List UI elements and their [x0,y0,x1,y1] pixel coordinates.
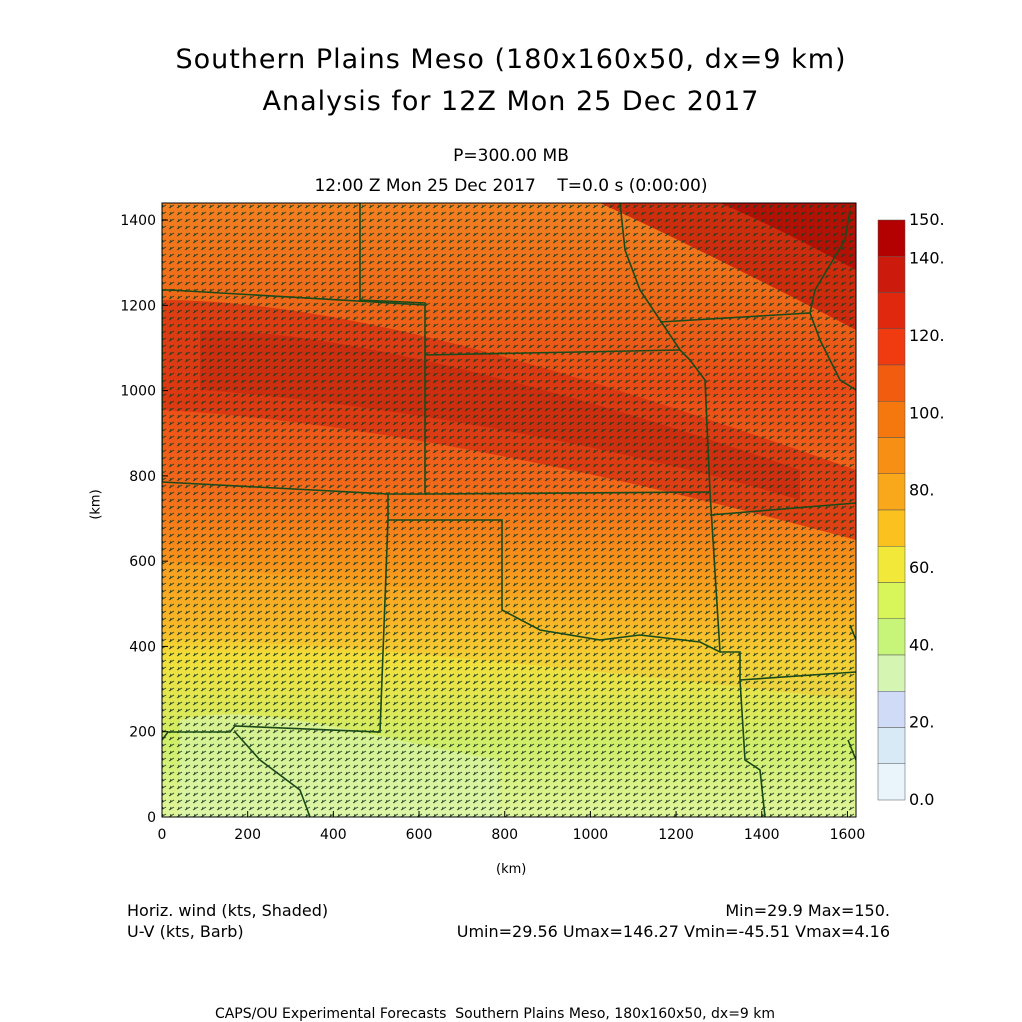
state-boundaries [162,203,856,817]
legend-stats-1: Min=29.9 Max=150. [725,901,890,920]
legend-stats-2: Umin=29.56 Umax=146.27 Vmin=-45.51 Vmax=… [456,922,890,941]
y-tick-label: 1200 [120,298,156,314]
x-tick-label: 1400 [744,827,780,843]
title-line-1: Southern Plains Meso (180x160x50, dx=9 k… [175,44,847,75]
y-tick-label: 0 [147,810,156,826]
x-axis-label: (km) [496,862,527,877]
x-tick-label: 0 [158,827,167,843]
y-tick-label: 400 [129,639,156,655]
x-tick-label: 600 [406,827,433,843]
colorbar-swatch [877,437,906,474]
colorbar-label: 140. [909,249,945,268]
y-tick-label: 1000 [120,384,156,400]
colorbar-label: 0.0 [909,790,934,809]
plot-frame [161,202,857,818]
colorbar: 150. 140. 120. 100. 80. 60. 40. 20. 0.0 [877,210,945,809]
colorbar-label: 80. [909,481,934,500]
colorbar-label: 100. [909,403,945,422]
colorbar-swatch [877,256,906,293]
plot-area [162,203,856,817]
colorbar-swatch [877,582,906,619]
colorbar-label: 120. [909,326,945,345]
colorbar-swatch [877,654,906,692]
colorbar-swatch [877,546,906,583]
colorbar-label: 60. [909,558,934,577]
footer-credit: CAPS/OU Experimental Forecasts Southern … [214,1006,776,1022]
colorbar-swatch [877,401,906,438]
y-tick-label: 200 [129,725,156,741]
y-axis-label: (km) [88,489,104,520]
legend-field-2: U-V (kts, Barb) [127,922,244,941]
colorbar-label: 150. [909,210,945,229]
colorbar-swatch [877,364,906,402]
colorbar-swatch [877,473,906,511]
x-tick-label: 200 [234,827,261,843]
colorbar-swatch [877,691,906,728]
y-tick-label: 800 [129,469,156,485]
colorbar-swatch [877,292,906,329]
x-tick-label: 1200 [658,827,694,843]
colorbar-swatch [877,328,906,366]
colorbar-swatch [877,763,906,801]
title-line-2: Analysis for 12Z Mon 25 Dec 2017 [262,86,760,117]
x-tick-label: 800 [491,827,518,843]
y-tick-label: 1400 [120,213,156,229]
colorbar-swatch [877,219,906,257]
colorbar-label: 20. [909,713,934,732]
y-tick-label: 600 [129,554,156,570]
legend-field-1: Horiz. wind (kts, Shaded) [127,901,329,920]
x-tick-label: 1600 [830,827,866,843]
x-tick-label: 400 [320,827,347,843]
colorbar-swatch [877,727,906,764]
colorbar-label: 40. [909,635,934,654]
valid-time: 12:00 Z Mon 25 Dec 2017 T=0.0 s (0:00:00… [314,176,708,196]
pressure-level: P=300.00 MB [453,146,569,166]
y-axis: 0 200 400 600 800 1000 1200 1400 [120,213,168,826]
colorbar-swatch [877,509,906,547]
x-tick-label: 1000 [573,827,609,843]
x-axis: 0 200 400 600 800 1000 1200 1400 1600 [158,811,866,843]
colorbar-swatch [877,618,906,656]
